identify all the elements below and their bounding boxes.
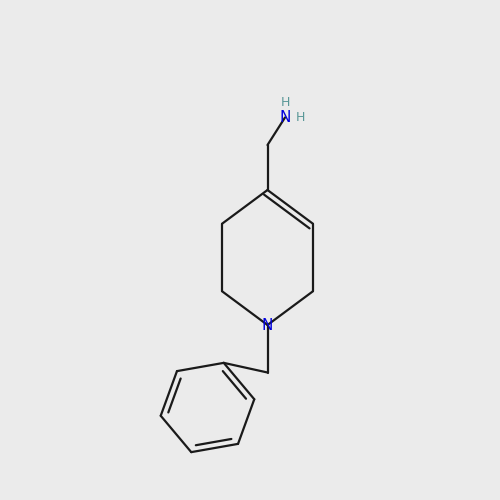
- Text: H: H: [296, 111, 304, 124]
- Text: H: H: [280, 96, 289, 109]
- Text: N: N: [262, 318, 273, 332]
- Text: N: N: [280, 110, 290, 125]
